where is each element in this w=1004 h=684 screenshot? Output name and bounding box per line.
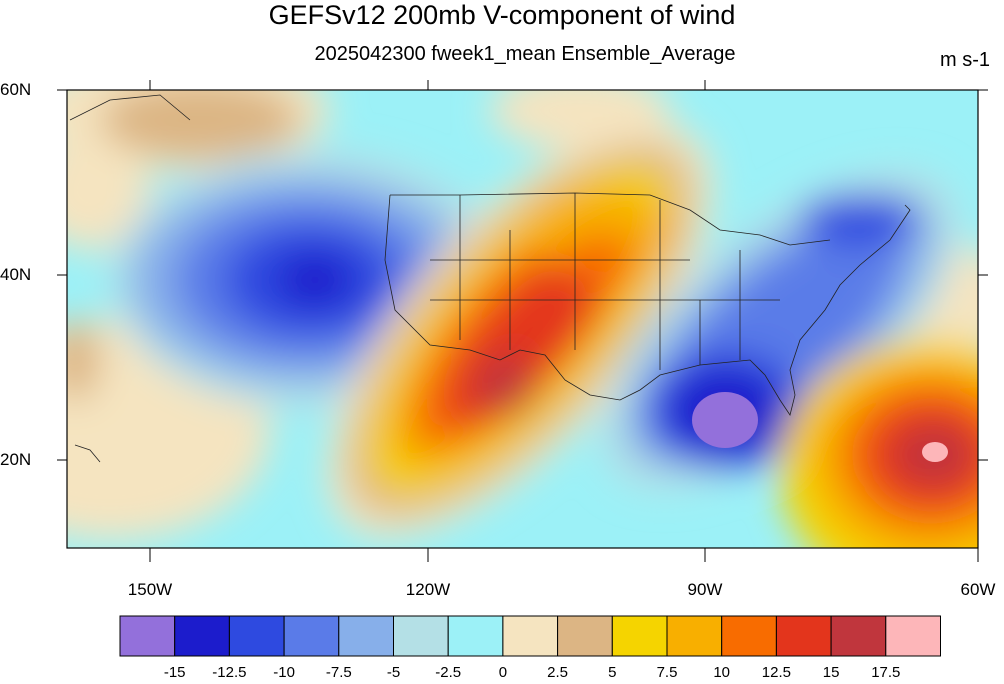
colorbar-swatch xyxy=(557,615,613,657)
plot-frame xyxy=(66,89,979,549)
axis-ticks xyxy=(57,80,988,562)
colorbar-label: 7.5 xyxy=(656,664,678,681)
colorbar-label: -5 xyxy=(386,664,401,681)
wind-field xyxy=(67,90,978,548)
colorbar-swatch xyxy=(666,615,723,657)
lon-label-150w: 150W xyxy=(127,580,173,599)
map-subtitle: 2025042300 fweek1_mean Ensemble_Average xyxy=(314,43,736,65)
colorbar-label: 0 xyxy=(498,664,508,681)
colorbar-label: 10 xyxy=(713,664,731,681)
colorbar-label: 12.5 xyxy=(761,664,791,681)
colorbar-label: -2.5 xyxy=(435,664,462,681)
colorbar-label: 5 xyxy=(608,664,617,681)
colorbar-label: 17.5 xyxy=(871,664,901,681)
lat-label-60n: 60N xyxy=(0,80,32,99)
lon-label-90w: 90W xyxy=(687,580,723,599)
colorbar-swatch xyxy=(775,615,832,657)
colorbar-swatch xyxy=(611,615,668,657)
colorbar-swatch xyxy=(283,615,340,657)
lat-label-40n: 40N xyxy=(0,265,32,284)
colorbar-swatch xyxy=(721,615,777,657)
colorbar-label: 15 xyxy=(822,664,840,681)
lon-label-60w: 60W xyxy=(960,580,996,599)
lon-label-120w: 120W xyxy=(405,580,451,599)
coastlines xyxy=(69,94,911,463)
colorbar-label: -15 xyxy=(163,664,186,681)
colorbar-swatch xyxy=(174,615,230,657)
units-label: m s-1 xyxy=(940,49,990,71)
colorbar-swatch xyxy=(830,615,887,657)
colorbar-label: -10 xyxy=(273,664,295,681)
colorbar-label: -7.5 xyxy=(325,664,352,681)
colorbar-swatch xyxy=(447,615,504,657)
page-title: GEFSv12 200mb V-component of wind xyxy=(268,0,736,30)
colorbar-swatch xyxy=(885,615,941,657)
colorbar-swatch xyxy=(393,615,449,657)
colorbar-swatch xyxy=(119,615,176,657)
colorbar-label: 2.5 xyxy=(547,664,569,681)
colorbar-swatch xyxy=(338,615,394,657)
colorbar-swatch xyxy=(228,615,285,657)
colorbar-label: -12.5 xyxy=(212,664,247,681)
colorbar xyxy=(119,615,941,657)
lat-label-20n: 20N xyxy=(0,450,32,469)
colorbar-swatch xyxy=(502,615,559,657)
